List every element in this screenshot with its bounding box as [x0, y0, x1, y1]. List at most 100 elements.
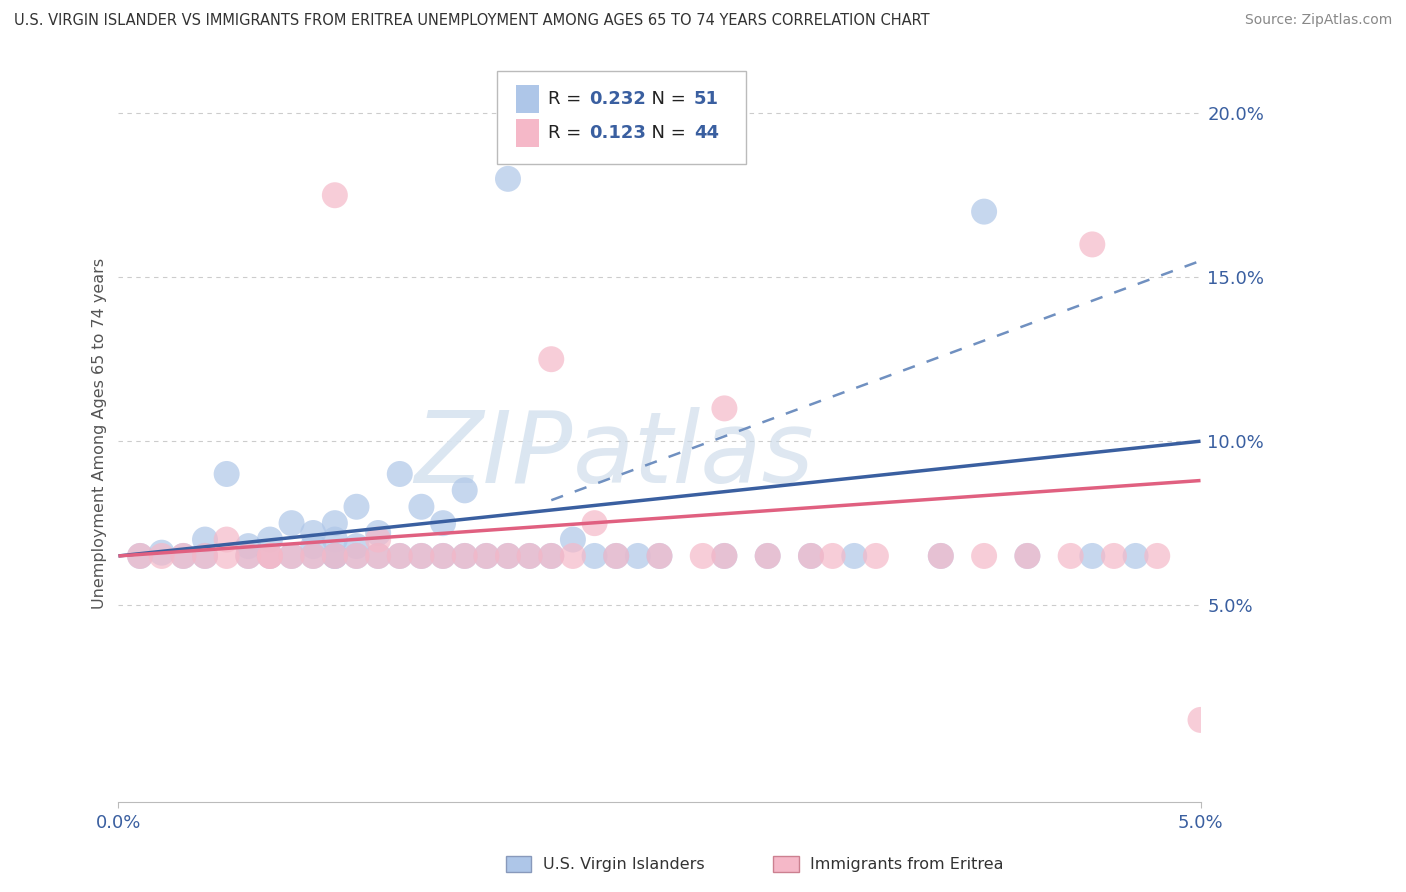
Point: [713, 549, 735, 563]
Text: U.S. VIRGIN ISLANDER VS IMMIGRANTS FROM ERITREA UNEMPLOYMENT AMONG AGES 65 TO 74: U.S. VIRGIN ISLANDER VS IMMIGRANTS FROM …: [14, 13, 929, 29]
Point: [215, 533, 238, 547]
Point: [323, 549, 346, 563]
Point: [475, 549, 498, 563]
Point: [496, 171, 519, 186]
Point: [865, 549, 887, 563]
Point: [627, 549, 650, 563]
Point: [129, 549, 152, 563]
Point: [496, 549, 519, 563]
Point: [259, 549, 281, 563]
Point: [215, 467, 238, 481]
Point: [172, 549, 194, 563]
Point: [540, 549, 562, 563]
Point: [1017, 549, 1039, 563]
Point: [1059, 549, 1081, 563]
Bar: [516, 86, 540, 113]
Text: R =: R =: [548, 124, 588, 142]
Point: [561, 533, 583, 547]
Text: Immigrants from Eritrea: Immigrants from Eritrea: [810, 857, 1004, 871]
Point: [1017, 549, 1039, 563]
Point: [648, 549, 671, 563]
Point: [388, 549, 411, 563]
Point: [496, 549, 519, 563]
Point: [388, 467, 411, 481]
Point: [367, 549, 389, 563]
Point: [388, 549, 411, 563]
Point: [129, 549, 152, 563]
Point: [411, 549, 433, 563]
Point: [756, 549, 779, 563]
Text: atlas: atlas: [572, 407, 814, 504]
Point: [756, 549, 779, 563]
Point: [367, 526, 389, 541]
Point: [519, 549, 541, 563]
Point: [323, 188, 346, 202]
Point: [323, 516, 346, 531]
Point: [519, 549, 541, 563]
Point: [432, 549, 454, 563]
Point: [411, 549, 433, 563]
Point: [973, 549, 995, 563]
Point: [323, 549, 346, 563]
Point: [929, 549, 952, 563]
Point: [346, 539, 368, 553]
Point: [367, 533, 389, 547]
Text: 0.232: 0.232: [589, 90, 645, 109]
Point: [800, 549, 823, 563]
Point: [1102, 549, 1125, 563]
Point: [302, 549, 325, 563]
Point: [844, 549, 866, 563]
Point: [302, 539, 325, 553]
Point: [194, 549, 217, 563]
Point: [280, 516, 302, 531]
Bar: [516, 119, 540, 146]
Point: [713, 401, 735, 416]
Point: [605, 549, 627, 563]
Point: [346, 549, 368, 563]
Point: [259, 533, 281, 547]
Point: [1125, 549, 1147, 563]
Point: [172, 549, 194, 563]
Point: [800, 549, 823, 563]
Point: [280, 549, 302, 563]
Text: N =: N =: [640, 90, 692, 109]
Text: U.S. Virgin Islanders: U.S. Virgin Islanders: [543, 857, 704, 871]
Point: [583, 549, 606, 563]
Point: [973, 204, 995, 219]
Point: [432, 516, 454, 531]
Point: [713, 549, 735, 563]
Point: [929, 549, 952, 563]
Point: [367, 549, 389, 563]
Point: [605, 549, 627, 563]
Point: [346, 549, 368, 563]
Text: N =: N =: [640, 124, 692, 142]
Point: [323, 533, 346, 547]
Point: [302, 526, 325, 541]
Point: [692, 549, 714, 563]
Point: [150, 549, 173, 563]
Point: [1081, 549, 1104, 563]
Point: [238, 539, 260, 553]
Text: R =: R =: [548, 90, 588, 109]
Point: [280, 549, 302, 563]
Text: 0.123: 0.123: [589, 124, 645, 142]
Point: [194, 549, 217, 563]
Point: [194, 533, 217, 547]
Text: Source: ZipAtlas.com: Source: ZipAtlas.com: [1244, 13, 1392, 28]
FancyBboxPatch shape: [498, 71, 747, 163]
Point: [238, 549, 260, 563]
Point: [583, 516, 606, 531]
Y-axis label: Unemployment Among Ages 65 to 74 years: Unemployment Among Ages 65 to 74 years: [93, 258, 107, 608]
Point: [454, 549, 477, 563]
Point: [540, 352, 562, 367]
Point: [540, 549, 562, 563]
Point: [1146, 549, 1168, 563]
Point: [454, 549, 477, 563]
Point: [323, 549, 346, 563]
Point: [1081, 237, 1104, 252]
Point: [561, 549, 583, 563]
Point: [454, 483, 477, 498]
Point: [150, 546, 173, 560]
Point: [346, 500, 368, 514]
Point: [475, 549, 498, 563]
